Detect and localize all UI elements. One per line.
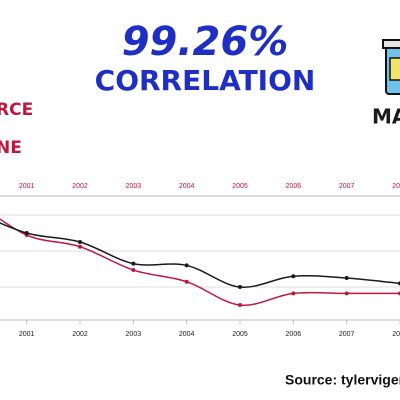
x-tick-label: 2007: [339, 331, 355, 338]
series-label: RCE: [0, 100, 33, 120]
point: [344, 276, 349, 281]
x-tick-label-top: 2002: [72, 183, 88, 190]
x-tick-label-top: 2007: [339, 183, 355, 190]
point: [184, 279, 189, 284]
point: [131, 261, 136, 266]
x-tick-label: 2006: [286, 331, 302, 338]
point: [24, 231, 29, 236]
point: [78, 240, 82, 245]
source: Source: tylervigen.co: [285, 372, 400, 388]
chart-title: 99.26%: [122, 19, 289, 65]
point: [131, 268, 136, 273]
chart-subtitle: CORRELATION: [95, 64, 316, 97]
point: [291, 291, 296, 296]
point: [238, 303, 242, 308]
point: [291, 274, 296, 279]
point: [238, 285, 242, 290]
x-tick-label-top: 2003: [126, 183, 142, 190]
x-tick-label-top: 2006: [286, 183, 302, 190]
x-tick-label-top: 2008: [392, 183, 400, 190]
x-tick-label: 2002: [72, 331, 88, 338]
x-tick-label: 2008: [392, 331, 400, 338]
series-label: NE: [0, 138, 22, 158]
x-tick-label: 2001: [19, 331, 35, 338]
x-tick-label-top: 2004: [179, 183, 195, 190]
x-tick-label-top: 2005: [232, 183, 248, 190]
point: [184, 263, 189, 268]
x-tick-label-top: 2001: [19, 183, 35, 190]
x-tick-label: 2004: [179, 331, 195, 338]
series-label: MA: [372, 105, 400, 129]
margarine-icon: [382, 39, 400, 95]
x-tick-label: 2005: [232, 331, 248, 338]
x-tick-label: 2003: [126, 331, 142, 338]
point: [344, 291, 349, 296]
point: [78, 244, 82, 249]
